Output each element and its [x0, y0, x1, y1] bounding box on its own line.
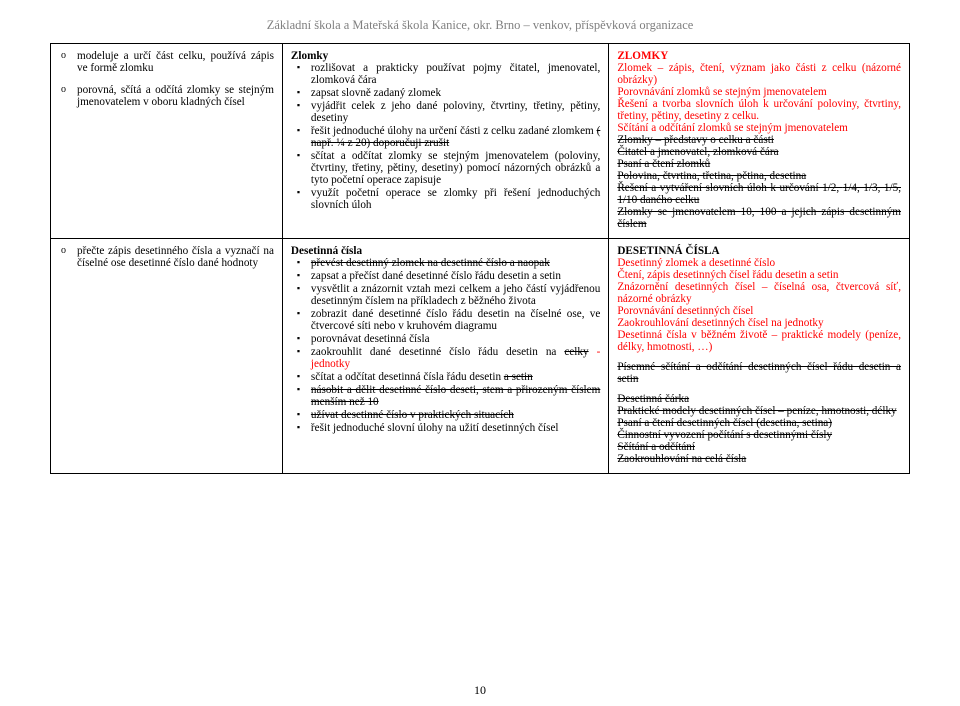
list-item: využít početní operace se zlomky při řeš…: [291, 187, 600, 211]
text-line: Znázornění desetinných čísel – číselná o…: [617, 281, 901, 305]
outcomes-list: modeluje a určí část celku, používá zápi…: [59, 50, 274, 108]
cell-r1c3: ZLOMKY Zlomek – zápis, čtení, význam jak…: [609, 44, 910, 239]
section-title: ZLOMKY: [617, 50, 901, 62]
struck-line: Polovina, čtvrtina, třetina, pětina, des…: [617, 170, 901, 182]
text: sčítat a odčítat desetinná čísla řádu de…: [311, 371, 504, 383]
list-item: zobrazit dané desetinné číslo řádu deset…: [291, 308, 600, 332]
struck-line: Psaní a čtení desetinných čísel (desetin…: [617, 417, 901, 429]
list-item: přečte zápis desetinného čísla a vyznačí…: [59, 245, 274, 269]
struck-line: Zlomky – představy o celku a části: [617, 134, 901, 146]
cell-r1c2: Zlomky rozlišovat a prakticky používat p…: [282, 44, 608, 239]
text-line: Porovnávání zlomků se stejným jmenovatel…: [617, 86, 901, 98]
cell-r2c3: DESETINNÁ ČÍSLA Desetinný zlomek a deset…: [609, 239, 910, 474]
text: peníze, hmotnosti, délky: [787, 405, 897, 417]
table-row: modeluje a určí část celku, používá zápi…: [51, 44, 910, 239]
page-header: Základní škola a Mateřská škola Kanice, …: [50, 18, 910, 33]
struck-line: Zlomky se jmenovatelem 10, 100 a jejich …: [617, 206, 901, 230]
list-item: řešit jednoduché úlohy na určení části z…: [291, 125, 600, 149]
curriculum-table: modeluje a určí část celku, používá zápi…: [50, 43, 910, 474]
struck-line: Sčítání a odčítání: [617, 441, 901, 453]
struck-line: Řešení a vytváření slovních úloh k určov…: [617, 182, 901, 206]
text-line: Zlomek – zápis, čtení, význam jako části…: [617, 62, 901, 86]
struck-line: Čitatel a jmenovatel, zlomková čára: [617, 146, 901, 158]
spacer: [617, 385, 901, 393]
list-item: násobit a dělit desetinné číslo deseti, …: [291, 384, 600, 408]
struck-text: celky: [564, 346, 588, 358]
text: zaokrouhlit dané desetinné číslo řádu de…: [311, 346, 564, 358]
text-line: Řešení a tvorba slovních úloh k určování…: [617, 98, 901, 122]
struck-line: Desetinná čárka: [617, 393, 901, 405]
struck-line: Praktické modely desetinných čísel – pen…: [617, 405, 901, 417]
section-title: Zlomky: [291, 50, 600, 62]
page-number: 10: [0, 683, 960, 698]
list-item: zaokrouhlit dané desetinné číslo řádu de…: [291, 346, 600, 370]
struck-line: Písemné sčítání a odčítání desetinných č…: [617, 361, 901, 385]
list-item: vyjádřit celek z jeho dané poloviny, čtv…: [291, 100, 600, 124]
text-line: Desetinná čísla v běžném životě – prakti…: [617, 329, 901, 353]
text-line: Sčítání a odčítání zlomků se stejným jme…: [617, 122, 901, 134]
text: řešit jednoduché úlohy na určení části z…: [311, 125, 597, 137]
list-item: zapsat slovně zadaný zlomek: [291, 87, 600, 99]
struck-line: Činnostní vyvození počítání s desetinným…: [617, 429, 901, 441]
activity-list: rozlišovat a prakticky používat pojmy či…: [291, 62, 600, 211]
text: Řešení a vytváření slovních úloh k určov…: [617, 182, 842, 194]
cell-r1c1: modeluje a určí část celku, používá zápi…: [51, 44, 283, 239]
struck-line: Psaní a čtení zlomků: [617, 158, 901, 170]
text: Praktické modely desetinných čísel –: [617, 405, 786, 417]
list-item: porovná, sčítá a odčítá zlomky se stejný…: [59, 84, 274, 108]
list-item: modeluje a určí část celku, používá zápi…: [59, 50, 274, 74]
list-item: vysvětlit a znázornit vztah mezi celkem …: [291, 283, 600, 307]
list-item: převést desetinný zlomek na desetinné čí…: [291, 257, 600, 269]
table-row: přečte zápis desetinného čísla a vyznačí…: [51, 239, 910, 474]
list-item: zapsat a přečíst dané desetinné číslo řá…: [291, 270, 600, 282]
text-line: Desetinný zlomek a desetinné číslo: [617, 257, 901, 269]
section-title: DESETINNÁ ČÍSLA: [617, 245, 901, 257]
cell-r2c2: Desetinná čísla převést desetinný zlomek…: [282, 239, 608, 474]
cell-r2c1: přečte zápis desetinného čísla a vyznačí…: [51, 239, 283, 474]
list-item: porovnávat desetinná čísla: [291, 333, 600, 345]
text-line: Čtení, zápis desetinných čísel řádu dese…: [617, 269, 901, 281]
list-item: sčítat a odčítat zlomky se stejným jmeno…: [291, 150, 600, 186]
section-title: Desetinná čísla: [291, 245, 600, 257]
outcomes-list: přečte zápis desetinného čísla a vyznačí…: [59, 245, 274, 269]
spacer: [617, 353, 901, 361]
list-item: řešit jednoduché slovní úlohy na užití d…: [291, 422, 600, 434]
struck-text: a setin: [504, 371, 533, 383]
text-line: Porovnávání desetinných čísel: [617, 305, 901, 317]
activity-list: převést desetinný zlomek na desetinné čí…: [291, 257, 600, 434]
list-item: rozlišovat a prakticky používat pojmy či…: [291, 62, 600, 86]
text-line: Zaokrouhlování desetinných čísel na jedn…: [617, 317, 901, 329]
struck-line: Zaokrouhlování na celá čísla: [617, 453, 901, 465]
list-item: užívat desetinné číslo v praktických sit…: [291, 409, 600, 421]
list-item: sčítat a odčítat desetinná čísla řádu de…: [291, 371, 600, 383]
